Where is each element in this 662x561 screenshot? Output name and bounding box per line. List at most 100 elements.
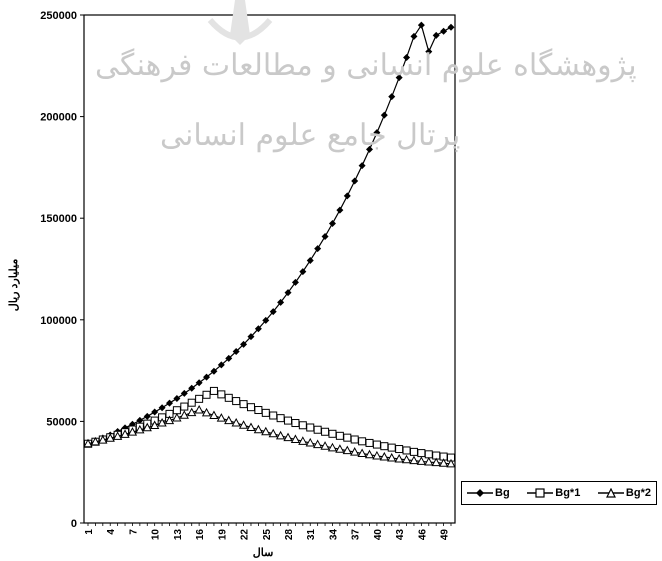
data-point xyxy=(180,389,188,397)
data-point xyxy=(305,437,315,447)
x-tick-label: 43 xyxy=(395,529,406,541)
data-point xyxy=(394,453,404,463)
data-point xyxy=(254,325,262,333)
y-tick-label: 100000 xyxy=(40,315,77,327)
data-point xyxy=(387,452,397,462)
y-tick-label: 200000 xyxy=(40,112,77,124)
data-point xyxy=(217,361,225,369)
x-tick-label: 25 xyxy=(262,529,273,541)
x-tick-label: 19 xyxy=(217,529,228,541)
data-point xyxy=(224,415,234,425)
data-point xyxy=(150,420,160,429)
data-point xyxy=(165,399,173,407)
data-point xyxy=(424,450,433,459)
data-point xyxy=(351,177,359,185)
tick-labels: 0 50000 100000 150000 200000 250000 1 4 7 10 13 16 1… xyxy=(40,10,450,540)
data-point xyxy=(136,416,144,424)
watermark-line-2: پرتال جامع علوم انسانی xyxy=(160,118,461,153)
data-point xyxy=(209,386,218,395)
data-point xyxy=(291,419,300,428)
data-point xyxy=(388,93,396,101)
data-point xyxy=(225,354,233,362)
data-point xyxy=(409,447,418,456)
data-point xyxy=(321,232,329,240)
data-point xyxy=(261,426,271,436)
square-marker-icon xyxy=(527,488,554,498)
y-tick-label: 50000 xyxy=(46,416,77,428)
x-tick-label: 46 xyxy=(417,529,428,541)
x-tick-label: 28 xyxy=(284,529,295,541)
legend: Bg Bg*1 Bg*2 xyxy=(461,481,657,505)
data-point xyxy=(431,457,441,467)
data-point xyxy=(409,455,419,465)
data-point xyxy=(395,445,404,454)
data-point xyxy=(269,411,278,420)
data-point xyxy=(387,443,396,452)
data-point xyxy=(283,432,293,442)
diamond-marker-icon xyxy=(467,489,493,497)
data-point xyxy=(143,412,151,420)
data-point xyxy=(275,430,286,440)
data-point xyxy=(410,32,418,40)
x-tick-label: 1 xyxy=(84,529,95,535)
data-point xyxy=(173,394,181,402)
y-tick-label: 150000 xyxy=(40,213,77,225)
data-point xyxy=(224,393,233,402)
data-point xyxy=(438,458,449,467)
y-tick-label: 0 xyxy=(71,518,77,530)
data-point xyxy=(172,412,182,422)
data-point xyxy=(373,129,381,137)
data-point xyxy=(299,268,307,276)
data-point xyxy=(217,390,226,399)
data-point xyxy=(290,434,301,443)
series-Bg1 xyxy=(84,386,455,462)
data-point xyxy=(342,445,352,455)
axes xyxy=(80,14,456,526)
data-point xyxy=(276,414,285,423)
x-tick-label: 37 xyxy=(351,529,362,541)
data-point xyxy=(366,145,374,153)
data-point xyxy=(83,438,93,448)
data-point xyxy=(90,436,101,446)
data-point xyxy=(350,435,359,444)
data-point xyxy=(127,427,138,436)
x-tick-label: 16 xyxy=(195,529,206,541)
legend-label: Bg xyxy=(495,487,510,499)
data-point xyxy=(372,440,381,449)
data-point xyxy=(195,379,203,387)
data-point xyxy=(240,340,248,348)
data-point xyxy=(157,417,167,427)
data-point xyxy=(306,256,314,264)
legend-item-bg2: Bg*2 xyxy=(597,487,651,499)
legend-item-bg: Bg xyxy=(467,487,510,499)
data-point xyxy=(364,449,375,459)
data-point xyxy=(314,245,322,253)
data-point xyxy=(195,394,204,403)
data-point xyxy=(284,289,292,297)
data-point xyxy=(320,441,330,450)
x-axis-label: سال xyxy=(253,547,274,559)
x-tick-label: 7 xyxy=(128,529,139,535)
data-point xyxy=(298,436,308,445)
data-point xyxy=(232,347,240,355)
data-point xyxy=(328,219,336,227)
data-point xyxy=(269,308,277,316)
data-point xyxy=(446,458,456,468)
data-point xyxy=(232,397,241,406)
data-point xyxy=(372,450,382,460)
x-tick-label: 13 xyxy=(173,529,184,541)
data-point xyxy=(246,403,255,412)
data-point xyxy=(158,404,166,412)
legend-item-bg1: Bg*1 xyxy=(527,487,580,499)
x-tick-label: 31 xyxy=(306,529,317,541)
data-point xyxy=(239,400,248,409)
data-point xyxy=(416,456,427,465)
data-point xyxy=(261,408,270,417)
data-point xyxy=(425,48,433,56)
x-tick-label: 34 xyxy=(328,529,339,541)
data-point xyxy=(254,406,263,415)
data-point xyxy=(203,373,211,381)
data-point xyxy=(105,433,115,442)
data-point xyxy=(120,429,130,438)
data-point xyxy=(335,444,345,453)
